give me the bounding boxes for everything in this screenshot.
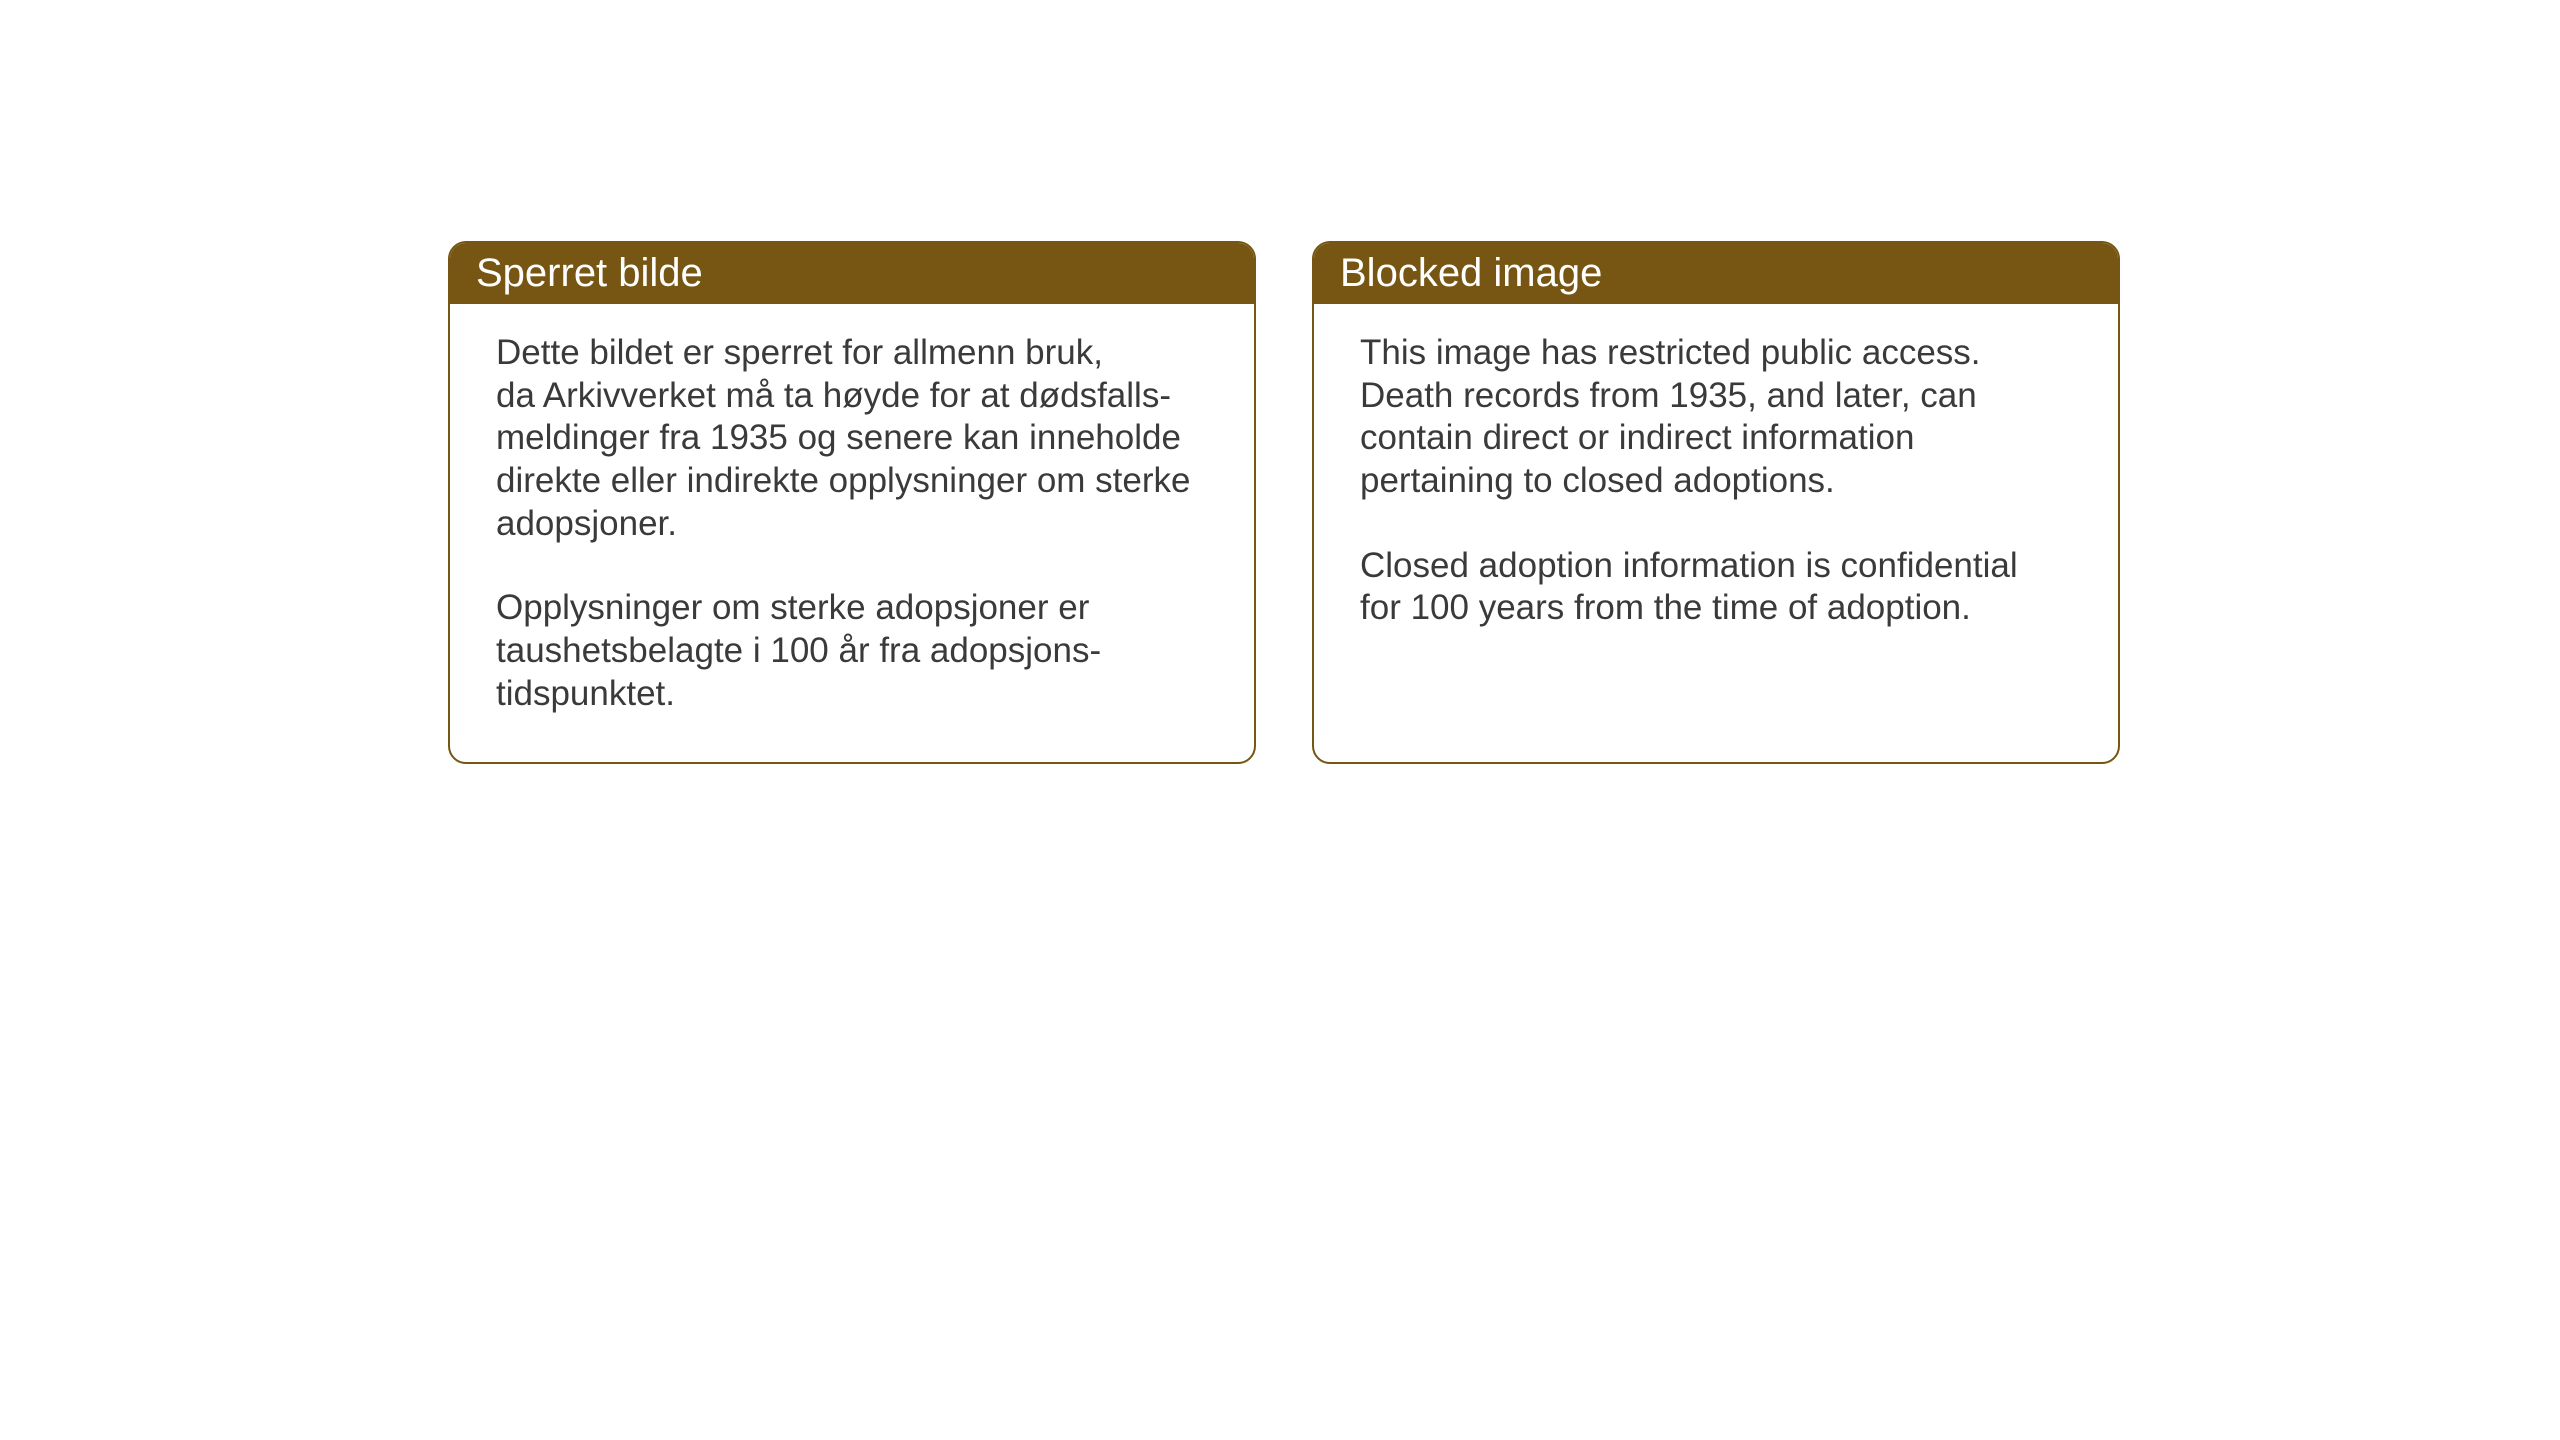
restricted-notice-card-norwegian: Sperret bilde Dette bildet er sperret fo… <box>448 241 1256 764</box>
message-container: Sperret bilde Dette bildet er sperret fo… <box>448 241 2120 764</box>
card-paragraph-2: Closed adoption information is confident… <box>1360 545 2072 630</box>
card-body-english: This image has restricted public access.… <box>1314 304 2118 676</box>
card-paragraph-1: Dette bildet er sperret for allmenn bruk… <box>496 332 1208 545</box>
card-paragraph-1: This image has restricted public access.… <box>1360 332 2072 503</box>
restricted-notice-card-english: Blocked image This image has restricted … <box>1312 241 2120 764</box>
card-header-english: Blocked image <box>1314 243 2118 304</box>
card-header-norwegian: Sperret bilde <box>450 243 1254 304</box>
card-header-text: Blocked image <box>1340 251 1602 295</box>
card-body-norwegian: Dette bildet er sperret for allmenn bruk… <box>450 304 1254 762</box>
card-paragraph-2: Opplysninger om sterke adopsjoner er tau… <box>496 587 1208 715</box>
card-header-text: Sperret bilde <box>476 251 703 295</box>
